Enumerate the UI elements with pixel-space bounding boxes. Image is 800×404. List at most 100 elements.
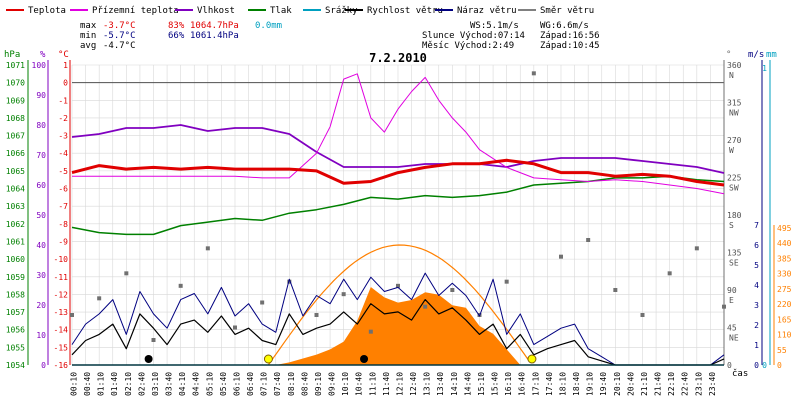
humidity-tick: 100 <box>32 61 47 70</box>
legend: Teplota Přízemní teplota Vlhkost Tlak Srážky… <box>6 6 594 16</box>
direction-tick: 270 <box>727 136 742 145</box>
unit-pct: % <box>40 50 46 60</box>
pressure-tick: 1062 <box>6 220 25 229</box>
temperature-tick: -5 <box>58 167 68 176</box>
direction-tick: 0 <box>727 361 732 370</box>
wind-tick: 1 <box>754 341 759 350</box>
x-tick-label: 21:40 <box>654 372 663 396</box>
x-tick-label: 22:10 <box>667 372 676 396</box>
wind-direction-point <box>667 271 672 276</box>
x-tick-label: 19:40 <box>599 372 608 396</box>
x-tick-label: 11:10 <box>368 372 377 396</box>
wind-direction-point <box>531 71 536 76</box>
unit-deg: ° <box>726 50 731 60</box>
x-tick-label: 01:40 <box>110 372 119 396</box>
solar-tick: 495 <box>777 224 792 233</box>
wind-direction-point <box>233 325 237 330</box>
x-axis-label: čas <box>732 368 748 379</box>
x-tick-label: 10:10 <box>341 372 350 396</box>
grid <box>71 64 725 366</box>
rain-tick: 0 <box>762 361 767 370</box>
pressure-tick: 1060 <box>6 255 25 264</box>
moonset-marker <box>360 355 369 363</box>
x-tick-label: 08:40 <box>300 372 309 396</box>
solar-tick: 275 <box>777 285 792 294</box>
stats-avg-label: avg <box>80 41 96 51</box>
x-tick-label: 22:40 <box>681 372 690 396</box>
stats-min-press: 1061.4hPa <box>190 31 239 41</box>
plot-area <box>70 71 726 366</box>
x-tick-label: 05:10 <box>205 372 214 396</box>
temperature-line <box>71 158 725 187</box>
wind-direction-point <box>124 271 129 276</box>
stats-min-hum: 66% <box>168 31 185 41</box>
stats-rain: 0.0mm <box>255 21 282 31</box>
solar-tick: 385 <box>777 254 792 263</box>
direction-tick: 360 <box>727 61 742 70</box>
sunrise-marker <box>263 354 273 364</box>
humidity-tick: 90 <box>36 91 46 100</box>
temperature-tick: 0 <box>63 79 68 88</box>
x-tick-label: 13:40 <box>436 372 445 396</box>
pressure-tick: 1067 <box>6 132 25 141</box>
x-tick-label: 14:40 <box>463 372 472 396</box>
wind-direction-point <box>423 304 428 309</box>
rain-tick: 1 <box>762 64 767 73</box>
direction-tick: 315 <box>727 99 742 108</box>
x-tick-label: 23:40 <box>708 372 717 396</box>
temperature-tick: -6 <box>58 185 68 194</box>
stats-max-label: max <box>80 21 97 31</box>
stats-max-hum: 83% <box>168 21 185 31</box>
x-tick-label: 14:10 <box>450 372 459 396</box>
solar-tick: 0 <box>777 361 782 370</box>
temperature-tick: -4 <box>58 149 68 158</box>
x-tick-label: 09:40 <box>328 372 337 396</box>
wind-direction-point <box>287 279 292 284</box>
wind-direction-point <box>260 300 265 305</box>
x-tick-label: 17:40 <box>545 372 554 396</box>
wind-direction-point <box>396 283 400 288</box>
legend-label-0: Teplota <box>28 6 66 16</box>
axes: 1071107010691068106710661065106410631062… <box>6 60 792 370</box>
wind-direction-point <box>722 304 726 309</box>
pressure-tick: 1068 <box>6 114 25 123</box>
direction-tick-label: SW <box>729 184 739 193</box>
x-tick-label: 11:40 <box>382 372 391 396</box>
x-tick-label: 00:10 <box>69 372 78 396</box>
stats-moon-set: Západ:10:45 <box>540 41 600 51</box>
solar-tick: 110 <box>777 331 792 340</box>
direction-tick: 225 <box>727 174 742 183</box>
temperature-tick: -11 <box>54 273 69 282</box>
direction-tick-label: S <box>729 221 734 230</box>
wind-tick: 2 <box>754 321 759 330</box>
pressure-tick: 1065 <box>6 167 25 176</box>
pressure-tick: 1059 <box>6 273 25 282</box>
wind-tick: 7 <box>754 221 759 230</box>
stats-max-temp: -3.7°C <box>103 21 136 31</box>
x-tick-label: 18:10 <box>558 372 567 396</box>
solar-tick: 55 <box>777 346 787 355</box>
x-tick-label: 09:10 <box>314 372 323 396</box>
direction-tick: 135 <box>727 249 742 258</box>
solar-tick: 330 <box>777 270 792 279</box>
wind-direction-point <box>70 313 74 317</box>
x-tick-label: 18:40 <box>572 372 581 396</box>
humidity-tick: 50 <box>36 211 46 220</box>
direction-tick-label: W <box>729 146 734 155</box>
stats-sun: Slunce Východ:07:14 <box>422 31 525 41</box>
pressure-tick: 1054 <box>6 361 25 370</box>
moonrise-marker <box>144 355 153 363</box>
pressure-tick: 1066 <box>6 149 25 158</box>
temperature-tick: -14 <box>54 326 69 335</box>
stats-max-press: 1064.7hPa <box>190 21 239 31</box>
temperature-tick: 1 <box>63 61 68 70</box>
direction-tick: 90 <box>727 286 737 295</box>
temperature-tick: -10 <box>54 255 69 264</box>
pressure-tick: 1070 <box>6 79 25 88</box>
wind-direction-point <box>613 288 618 292</box>
wind-direction-point <box>559 254 563 259</box>
wind-direction-point <box>368 329 373 334</box>
x-tick-label: 03:40 <box>165 372 174 396</box>
legend-label-6: Náraz větru <box>457 6 517 16</box>
x-tick-label: 19:10 <box>586 372 595 396</box>
